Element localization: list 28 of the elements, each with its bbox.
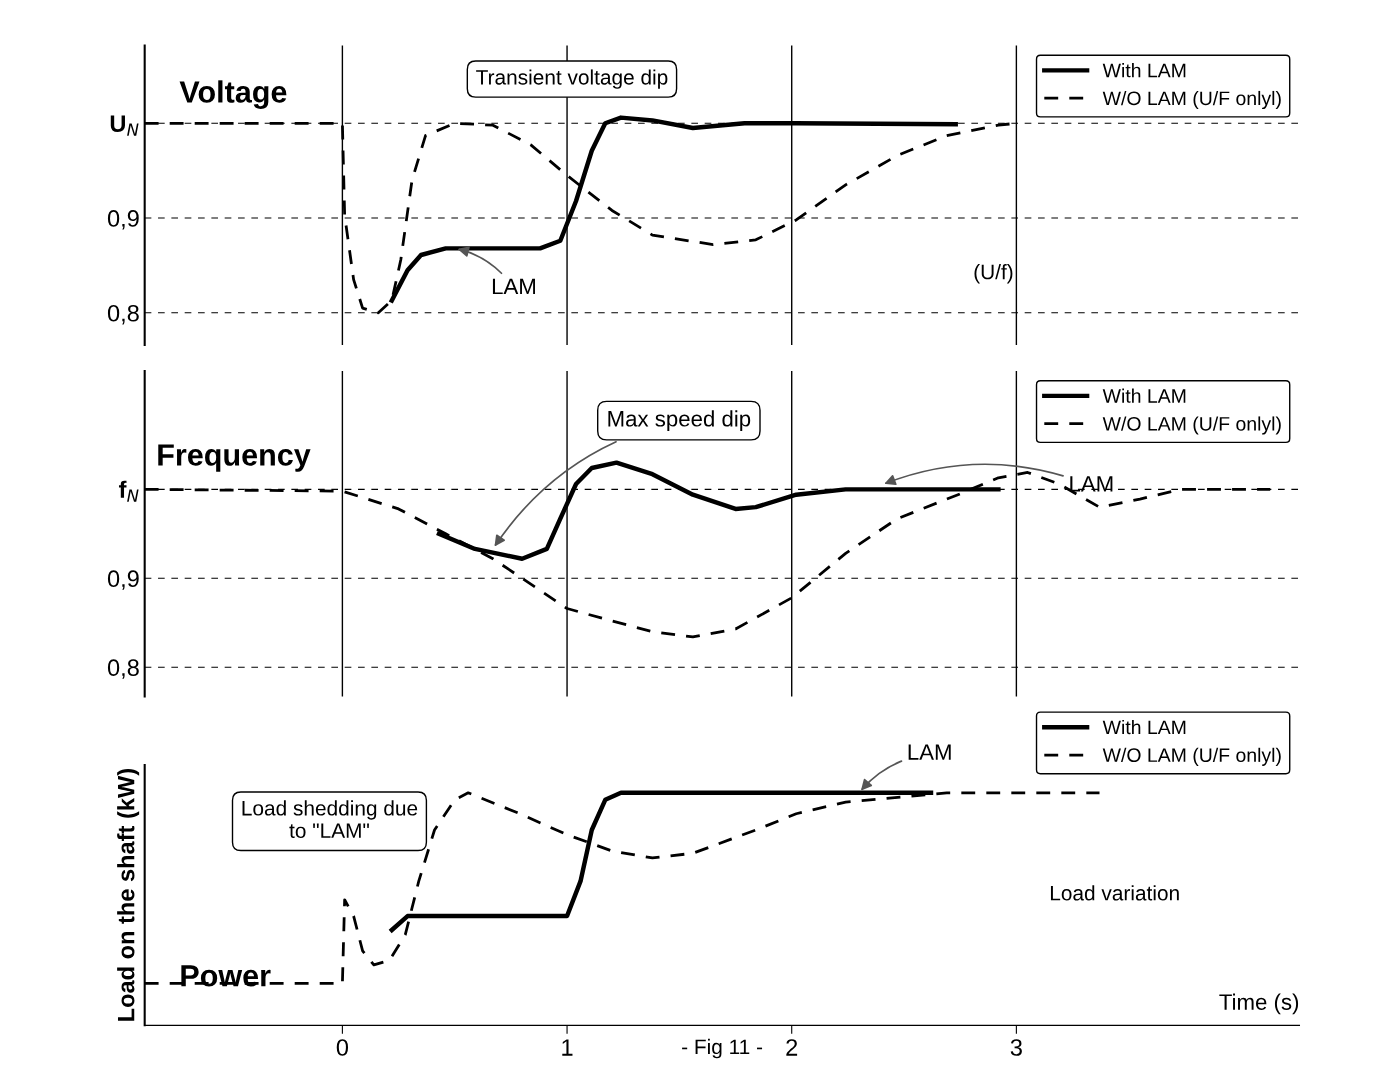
legend-label: With LAM xyxy=(1102,388,1186,403)
y-tick-label: U$_{N}$ xyxy=(110,115,139,136)
x-axis-title: Time (s) xyxy=(1219,993,1299,1015)
text: Voltage xyxy=(179,80,287,109)
y-tick-label: 0,8 xyxy=(107,659,139,679)
y-axis-title: Load on the shaft (kW) xyxy=(117,769,140,1021)
annotation: Load shedding due to "LAM" xyxy=(242,800,418,839)
y-tick-label: 0,8 xyxy=(107,304,139,325)
y-tick-label: f$_{N}$ xyxy=(118,480,139,502)
x-tick-label: 1 xyxy=(562,1039,573,1056)
y-tick-label: 0,9 xyxy=(107,210,139,230)
annotation: LAM xyxy=(492,278,535,295)
x-tick-label: 2 xyxy=(786,1039,798,1056)
y-tick-label: 0,9 xyxy=(107,570,139,590)
annotation: Transient voltage dip xyxy=(476,69,668,89)
legend-label: W/O LAM (U/F onlyl) xyxy=(1102,90,1281,110)
text: Frequency xyxy=(158,444,311,472)
annotation: (U/f) xyxy=(974,264,1013,284)
legend-label: With LAM xyxy=(1102,63,1186,78)
legend-label: W/O LAM (U/F onlyl) xyxy=(1102,747,1281,766)
legend-label: With LAM xyxy=(1102,719,1186,735)
x-tick-label: 3 xyxy=(1010,1039,1022,1056)
annotation: LAM xyxy=(908,744,951,760)
x-tick-label: 0 xyxy=(336,1039,349,1056)
annotation: Max speed dip xyxy=(608,410,751,432)
legend-label: W/O LAM (U/F onlyl) xyxy=(1102,416,1281,435)
annotation: Load variation xyxy=(1050,885,1179,901)
text: - Fig 11 - xyxy=(682,1038,763,1059)
